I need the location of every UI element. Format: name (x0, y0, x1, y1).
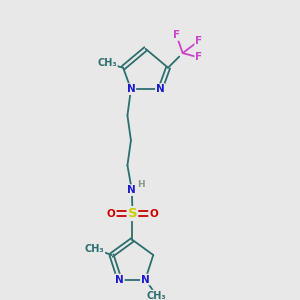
Text: CH₃: CH₃ (147, 291, 166, 300)
Text: F: F (173, 30, 180, 40)
Text: O: O (149, 208, 158, 218)
Text: N: N (127, 84, 135, 94)
Text: N: N (156, 84, 165, 94)
Text: H: H (137, 180, 145, 189)
Text: F: F (195, 36, 203, 46)
Text: F: F (195, 52, 203, 62)
Text: O: O (107, 208, 116, 218)
Text: N: N (141, 274, 150, 284)
Text: N: N (128, 185, 136, 195)
Text: CH₃: CH₃ (97, 58, 117, 68)
Text: S: S (128, 207, 137, 220)
Text: N: N (115, 274, 124, 284)
Text: CH₃: CH₃ (85, 244, 104, 254)
